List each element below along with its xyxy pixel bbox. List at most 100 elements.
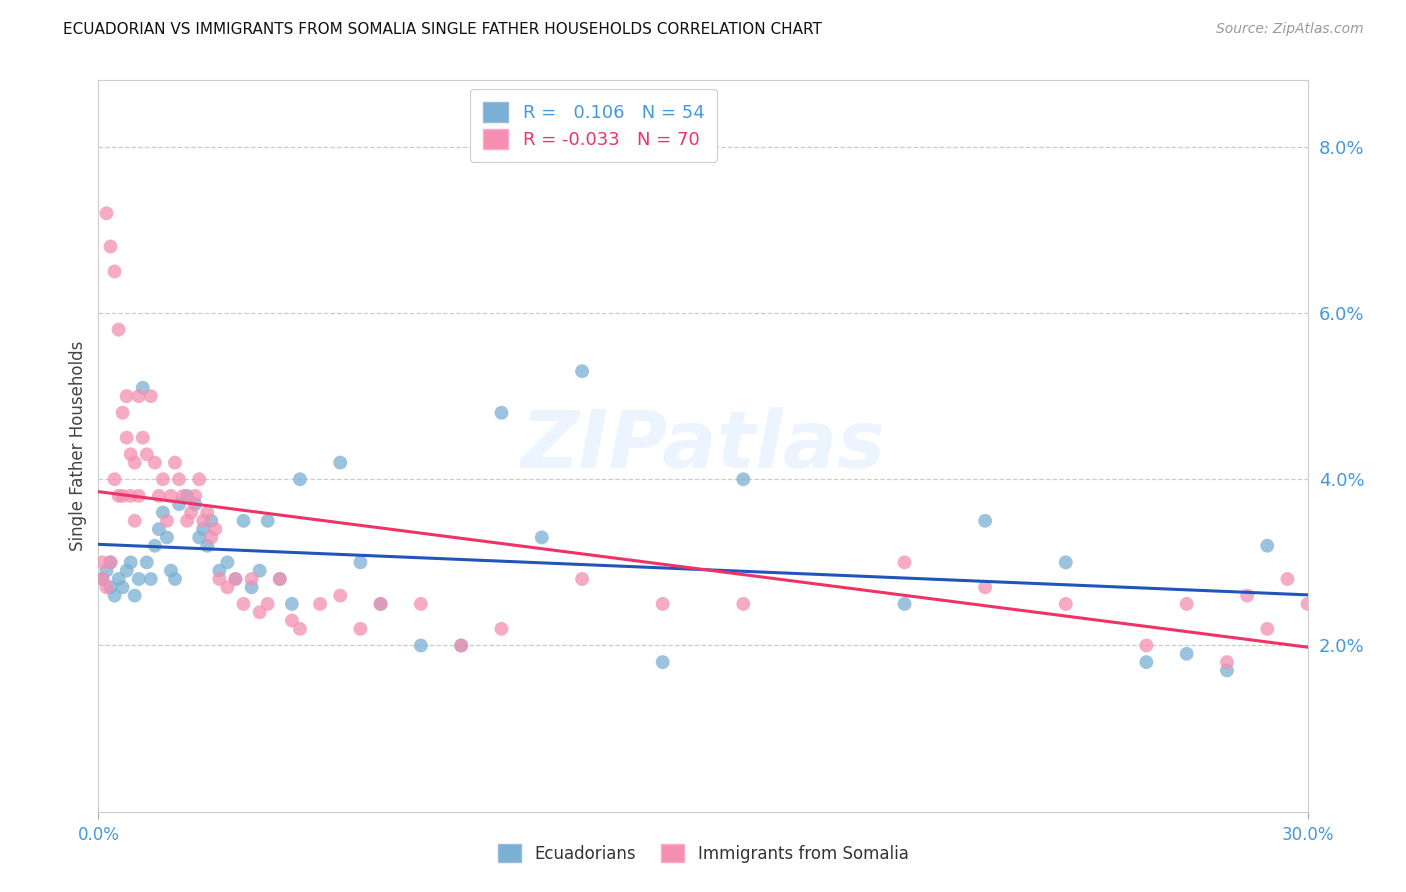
Point <box>269 572 291 586</box>
Point <box>1236 589 1258 603</box>
Y-axis label: Single Father Households: Single Father Households <box>69 341 87 551</box>
Point <box>974 514 997 528</box>
Point <box>176 489 198 503</box>
Point <box>329 456 352 470</box>
Point <box>132 431 155 445</box>
Point <box>224 572 246 586</box>
Point <box>1175 647 1198 661</box>
Point <box>1256 622 1278 636</box>
Point <box>1296 597 1319 611</box>
Point <box>309 597 332 611</box>
Point <box>208 572 231 586</box>
Text: ZIPatlas: ZIPatlas <box>520 407 886 485</box>
Point <box>370 597 392 611</box>
Point <box>240 580 263 594</box>
Point <box>491 406 513 420</box>
Point <box>152 506 174 520</box>
Point <box>103 472 125 486</box>
Point <box>120 447 142 461</box>
Point <box>160 564 183 578</box>
Point <box>111 406 134 420</box>
Point <box>167 472 190 486</box>
Point <box>135 447 157 461</box>
Point <box>91 555 114 569</box>
Point <box>91 572 114 586</box>
Point <box>651 597 673 611</box>
Point <box>256 597 278 611</box>
Point <box>1216 664 1239 678</box>
Point <box>288 622 311 636</box>
Point <box>571 572 593 586</box>
Point <box>128 572 150 586</box>
Legend: Ecuadorians, Immigrants from Somalia: Ecuadorians, Immigrants from Somalia <box>491 838 915 869</box>
Point <box>103 264 125 278</box>
Point <box>148 489 170 503</box>
Point <box>1175 597 1198 611</box>
Point <box>288 472 311 486</box>
Point <box>188 472 211 486</box>
Point <box>152 472 174 486</box>
Point <box>107 323 129 337</box>
Point <box>148 522 170 536</box>
Point <box>115 564 138 578</box>
Point <box>1316 555 1339 569</box>
Point <box>281 597 304 611</box>
Point <box>184 497 207 511</box>
Point <box>180 506 202 520</box>
Point <box>450 639 472 653</box>
Point <box>200 514 222 528</box>
Point <box>100 555 122 569</box>
Point <box>232 514 254 528</box>
Point <box>103 589 125 603</box>
Text: ECUADORIAN VS IMMIGRANTS FROM SOMALIA SINGLE FATHER HOUSEHOLDS CORRELATION CHART: ECUADORIAN VS IMMIGRANTS FROM SOMALIA SI… <box>63 22 823 37</box>
Point <box>107 572 129 586</box>
Point <box>111 489 134 503</box>
Point <box>124 456 146 470</box>
Point <box>240 572 263 586</box>
Point <box>281 614 304 628</box>
Point <box>143 539 166 553</box>
Point <box>349 555 371 569</box>
Point <box>1277 572 1299 586</box>
Point <box>107 489 129 503</box>
Point <box>100 580 122 594</box>
Point <box>217 555 239 569</box>
Point <box>100 555 122 569</box>
Point <box>124 589 146 603</box>
Point <box>571 364 593 378</box>
Point <box>491 622 513 636</box>
Point <box>111 580 134 594</box>
Point <box>974 580 997 594</box>
Point <box>115 389 138 403</box>
Point <box>208 564 231 578</box>
Point <box>100 239 122 253</box>
Point <box>409 597 432 611</box>
Point <box>184 489 207 503</box>
Point <box>195 506 218 520</box>
Point <box>124 514 146 528</box>
Point <box>139 572 162 586</box>
Point <box>217 580 239 594</box>
Point <box>156 530 179 544</box>
Point <box>329 589 352 603</box>
Point <box>530 530 553 544</box>
Point <box>139 389 162 403</box>
Point <box>176 514 198 528</box>
Point <box>733 472 755 486</box>
Point <box>349 622 371 636</box>
Point <box>893 555 915 569</box>
Point <box>893 597 915 611</box>
Point <box>370 597 392 611</box>
Point <box>1216 655 1239 669</box>
Point <box>135 555 157 569</box>
Point <box>96 580 118 594</box>
Point <box>120 555 142 569</box>
Text: Source: ZipAtlas.com: Source: ZipAtlas.com <box>1216 22 1364 37</box>
Point <box>1135 655 1157 669</box>
Point <box>249 564 271 578</box>
Point <box>172 489 194 503</box>
Point <box>193 514 215 528</box>
Point <box>733 597 755 611</box>
Point <box>269 572 291 586</box>
Point <box>1054 555 1077 569</box>
